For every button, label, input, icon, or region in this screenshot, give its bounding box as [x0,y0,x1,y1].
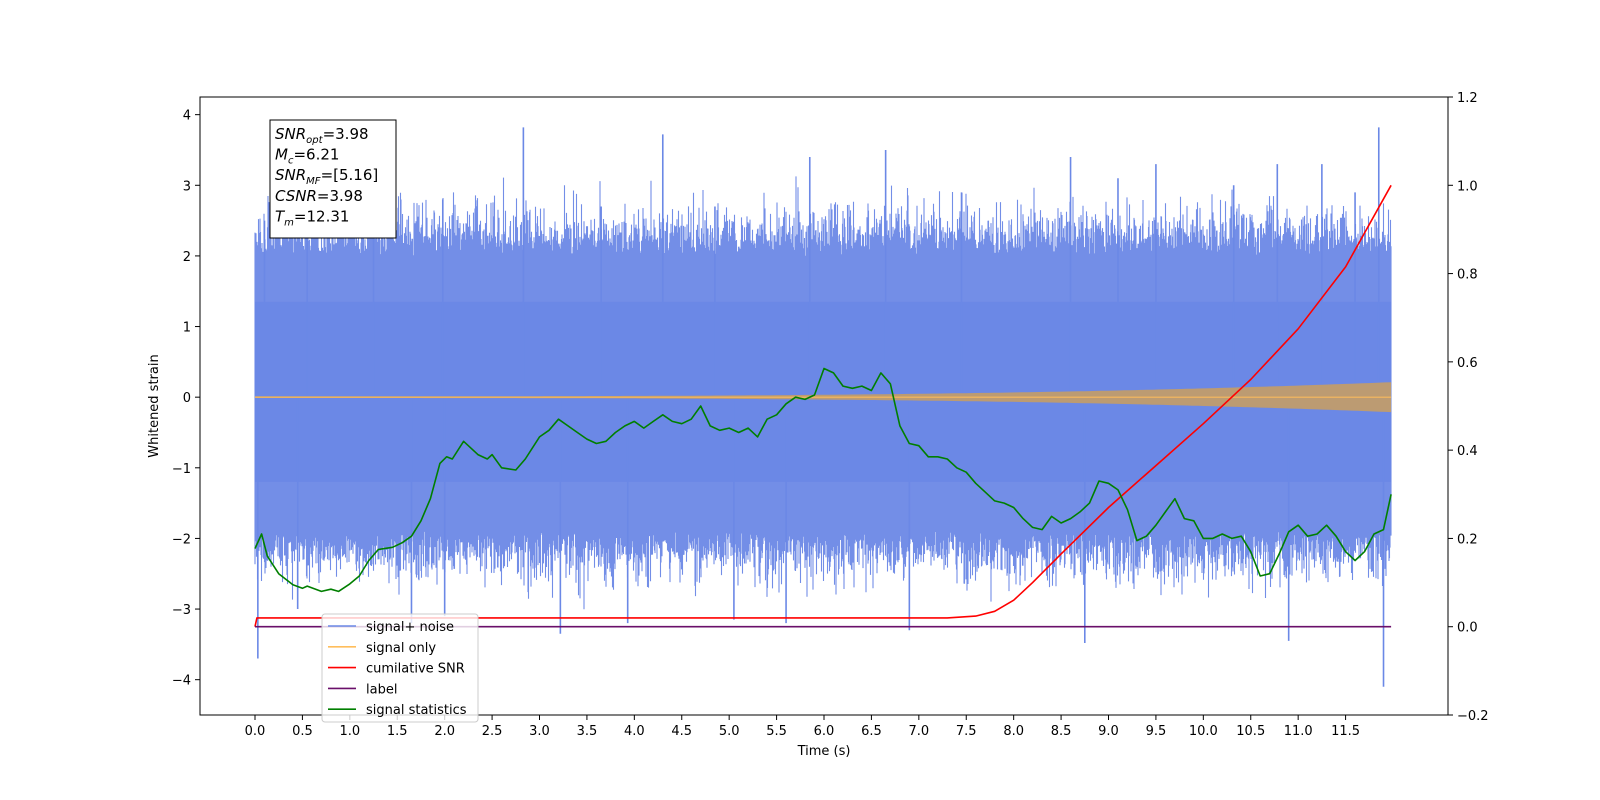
signal-statistics-line [254,367,1392,593]
signal-only-series [255,382,1392,413]
x-axis-label: Time (s) [797,744,851,759]
legend-signal-statistics: signal statistics [328,703,467,718]
legend-label: label [328,682,397,697]
legend-label-text: signal only [366,641,436,656]
annotation-line: SNRopt=3.98 [275,125,369,146]
legend-signal-noise: signal+ noise [328,620,454,635]
y-axis-right: −0.2 0.0 0.2 0.4 0.6 0.8 1.0 1.2 [1448,91,1489,724]
x-tick-label: 4.5 [671,724,692,739]
y-left-tick-label: −2 [172,532,191,547]
x-tick-label: 0.0 [245,724,266,739]
legend: signal+ noise signal only cumilative SNR la… [321,613,479,723]
annotation-line: CSNR=3.98 [275,187,363,205]
legend-label-text: cumilative SNR [366,662,465,677]
y-left-tick-label: −1 [172,462,191,477]
legend-cumulative-snr: cumilative SNR [328,662,465,677]
y-right-tick-label: 1.0 [1457,179,1478,194]
x-tick-label: 6.0 [814,724,835,739]
legend-label-text: signal statistics [366,703,467,718]
y-left-tick-label: −4 [172,674,191,689]
x-tick-label: 11.0 [1284,724,1313,739]
x-tick-label: 1.5 [387,724,408,739]
x-tick-label: 7.0 [908,724,929,739]
x-tick-label: 8.5 [1051,724,1072,739]
y-axis-label: Whitened strain [147,354,162,457]
legend-frame [321,613,479,723]
annotation-line: Mc=6.21 [275,146,339,167]
y-right-tick-label: 0.0 [1457,621,1478,636]
x-tick-label: 3.5 [577,724,598,739]
x-tick-label: 3.0 [529,724,550,739]
x-tick-label: 7.5 [956,724,977,739]
annotation-line: SNRMF=[5.16] [275,166,378,187]
y-left-tick-label: 3 [183,179,191,194]
y-left-tick-label: −3 [172,603,191,618]
legend-signal-only: signal only [328,641,436,656]
x-tick-label: 0.5 [292,724,313,739]
x-tick-label: 9.0 [1098,724,1119,739]
y-right-tick-label: 0.8 [1457,268,1478,283]
x-tick-label: 8.0 [1003,724,1024,739]
y-right-tick-label: 0.4 [1457,444,1478,459]
annotation-line: Tm=12.31 [275,207,349,228]
annotation-frame [269,119,397,239]
legend-label-text: label [366,682,397,697]
x-tick-label: 5.5 [766,724,787,739]
y-axis-left: −4 −3 −2 −1 0 1 2 3 4 [172,109,200,689]
y-right-tick-label: −0.2 [1457,709,1489,724]
y-right-tick-label: 0.2 [1457,532,1478,547]
y-left-tick-label: 0 [183,391,191,406]
x-tick-label: 10.0 [1189,724,1218,739]
x-tick-label: 5.0 [719,724,740,739]
x-tick-label: 4.0 [624,724,645,739]
x-axis: 0.0 0.5 1.0 1.5 2.0 2.5 3.0 3.5 4.0 4.5 5.0 5.5 6.0 6… [245,715,1360,739]
x-tick-label: 10.5 [1236,724,1265,739]
y-right-tick-label: 1.2 [1457,91,1478,106]
cumulative-snr-line [254,184,1392,627]
x-tick-label: 11.5 [1331,724,1360,739]
x-tick-label: 1.0 [339,724,360,739]
y-right-tick-label: 0.6 [1457,356,1478,371]
x-tick-label: 2.0 [434,724,455,739]
y-left-tick-label: 2 [183,250,191,265]
x-tick-label: 6.5 [861,724,882,739]
x-tick-label: 9.5 [1146,724,1167,739]
y-left-tick-label: 4 [183,109,191,124]
y-left-tick-label: 1 [183,321,191,336]
legend-label-text: signal+ noise [366,620,454,635]
x-tick-label: 2.5 [482,724,503,739]
